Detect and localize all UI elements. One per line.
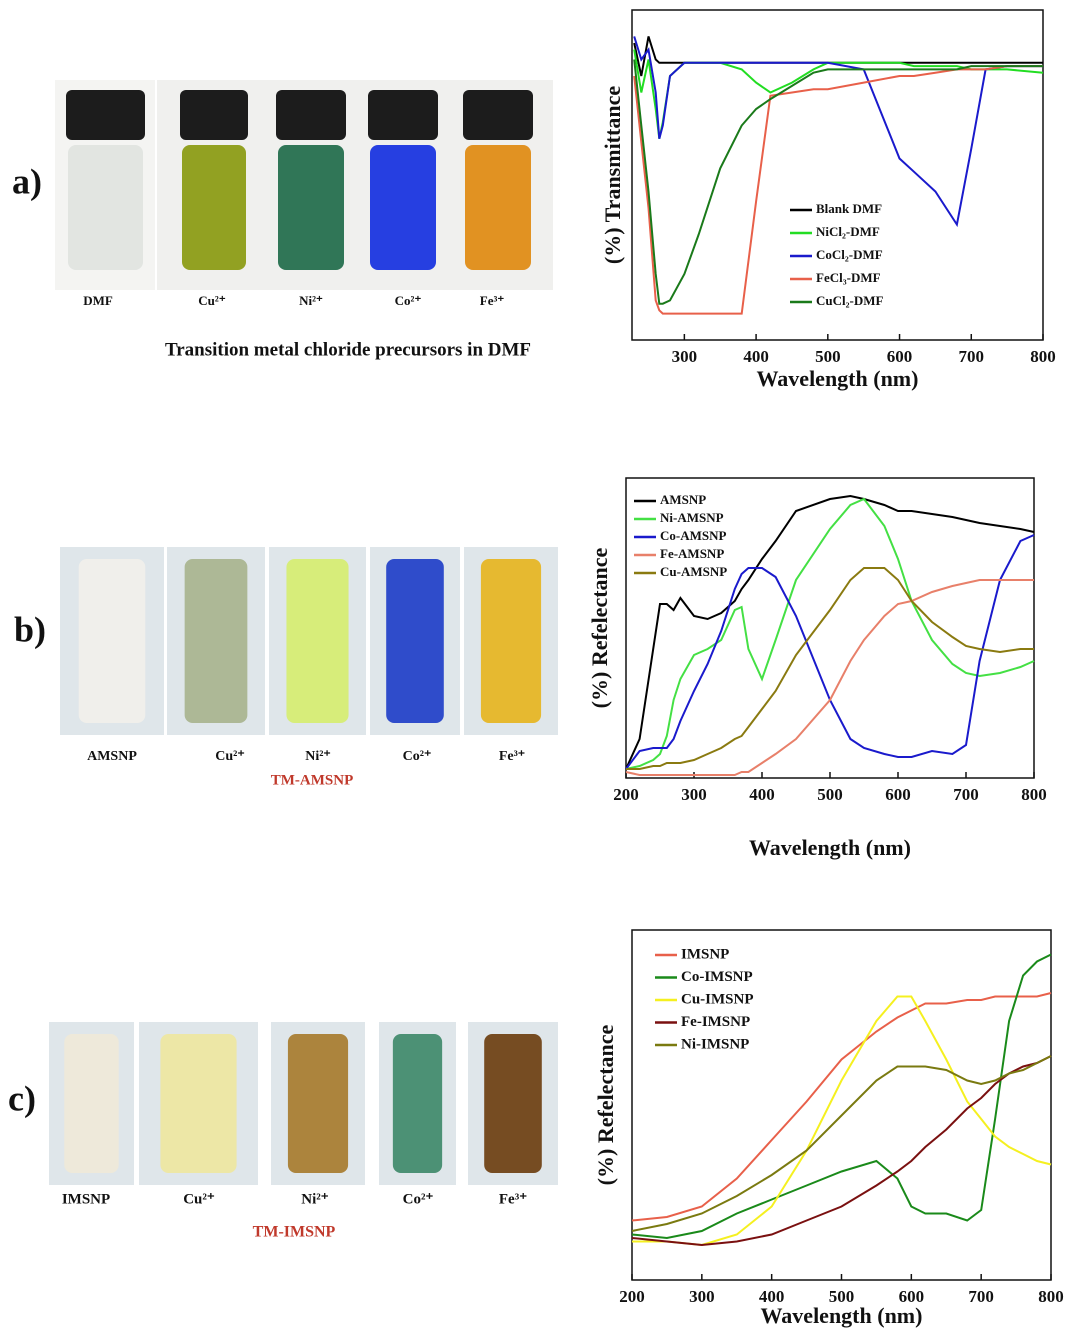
sample-label: Fe³⁺ <box>499 1191 527 1207</box>
series-line <box>625 579 1034 776</box>
legend-label: Blank DMF <box>816 201 882 216</box>
vial-cap <box>368 90 438 140</box>
sample <box>160 1034 237 1173</box>
panel-label: b) <box>14 609 46 649</box>
sample-label: DMF <box>83 293 113 308</box>
series-line <box>631 953 1052 1240</box>
panel-label: c) <box>8 1078 36 1118</box>
plot-frame <box>631 9 1044 341</box>
vial-cap <box>463 90 533 140</box>
legend-label: Co-AMSNP <box>660 528 726 543</box>
sample-label: Ni²⁺ <box>305 749 331 764</box>
vial-cap <box>66 90 145 140</box>
x-tick-label: 500 <box>829 1287 855 1306</box>
sample-label: Ni²⁺ <box>299 293 323 308</box>
x-tick-label: 600 <box>899 1287 925 1306</box>
x-tick-label: 500 <box>817 785 843 804</box>
photo-caption: TM-AMSNP <box>271 772 354 788</box>
x-tick-label: 400 <box>743 347 769 366</box>
sample <box>386 559 444 723</box>
x-tick-label: 300 <box>672 347 698 366</box>
sample-label: Co²⁺ <box>395 293 422 308</box>
x-tick-label: 700 <box>959 347 985 366</box>
legend-label: IMSNP <box>681 946 729 962</box>
y-axis-label: (%) Transmittance <box>600 86 625 264</box>
sample-label: Co²⁺ <box>403 749 432 764</box>
x-tick-label: 200 <box>613 785 639 804</box>
x-tick-label: 700 <box>953 785 979 804</box>
sample <box>68 145 143 270</box>
series-line <box>625 534 1035 770</box>
x-axis-label: Wavelength (nm) <box>761 1303 923 1328</box>
x-tick-label: 600 <box>885 785 911 804</box>
legend-label: NiCl₂-DMF <box>816 224 880 239</box>
series-line <box>631 1055 1052 1247</box>
x-tick-label: 400 <box>759 1287 785 1306</box>
sample-label: Cu²⁺ <box>198 293 226 308</box>
sample <box>480 559 542 723</box>
series-line <box>631 1055 1052 1232</box>
legend-label: Fe-IMSNP <box>681 1014 750 1030</box>
legend-label: FeCl₃-DMF <box>816 270 881 285</box>
series-line <box>625 494 1035 770</box>
legend-label: CoCl₂-DMF <box>816 247 883 262</box>
x-tick-label: 800 <box>1030 347 1056 366</box>
x-tick-label: 300 <box>681 785 707 804</box>
sample-label: Cu²⁺ <box>183 1191 215 1207</box>
x-tick-label: 500 <box>815 347 841 366</box>
legend-label: Cu-AMSNP <box>660 564 727 579</box>
sample <box>184 559 248 723</box>
sample-label: Co²⁺ <box>403 1191 434 1207</box>
legend-label: AMSNP <box>660 492 706 507</box>
x-tick-label: 200 <box>619 1287 645 1306</box>
sample <box>64 1034 119 1173</box>
sample-label: AMSNP <box>87 749 137 764</box>
x-tick-label: 300 <box>689 1287 715 1306</box>
sample <box>465 145 531 270</box>
legend-label: Ni-IMSNP <box>681 1036 749 1052</box>
sample-label: Cu²⁺ <box>215 749 244 764</box>
photo-caption: Transition metal chloride precursors in … <box>165 339 531 360</box>
series-line <box>633 36 1043 228</box>
legend-label: CuCl₂-DMF <box>816 293 884 308</box>
sample <box>287 1034 349 1173</box>
y-axis-label: (%) Refelectance <box>587 547 612 708</box>
x-tick-label: 600 <box>887 347 913 366</box>
sample <box>392 1034 443 1173</box>
sample <box>78 559 146 723</box>
sample <box>278 145 344 270</box>
x-tick-label: 700 <box>968 1287 994 1306</box>
panel-label: a) <box>12 161 42 201</box>
legend-label: Co-IMSNP <box>681 969 753 985</box>
series-line <box>625 497 1035 770</box>
x-tick-label: 400 <box>749 785 775 804</box>
photo-caption: TM-IMSNP <box>253 1224 336 1241</box>
series-line <box>632 995 1052 1247</box>
sample-label: Ni²⁺ <box>301 1191 328 1207</box>
sample-label: Fe³⁺ <box>499 749 525 764</box>
series-line <box>626 567 1034 770</box>
x-axis-label: Wavelength (nm) <box>749 835 911 860</box>
vial-cap <box>276 90 346 140</box>
sample-label: Fe³⁺ <box>480 293 505 308</box>
sample <box>286 559 349 723</box>
y-axis-label: (%) Refelectance <box>593 1024 618 1185</box>
legend-label: Cu-IMSNP <box>681 991 754 1007</box>
x-axis-label: Wavelength (nm) <box>757 366 919 391</box>
legend-label: Fe-AMSNP <box>660 546 724 561</box>
sample-label: IMSNP <box>62 1191 110 1207</box>
sample <box>370 145 436 270</box>
series-line <box>631 992 1052 1222</box>
x-tick-label: 800 <box>1038 1287 1064 1306</box>
legend-label: Ni-AMSNP <box>660 510 724 525</box>
sample <box>182 145 246 270</box>
vial-cap <box>180 90 248 140</box>
x-tick-label: 800 <box>1021 785 1047 804</box>
sample <box>484 1034 542 1173</box>
series-line <box>633 59 1043 305</box>
